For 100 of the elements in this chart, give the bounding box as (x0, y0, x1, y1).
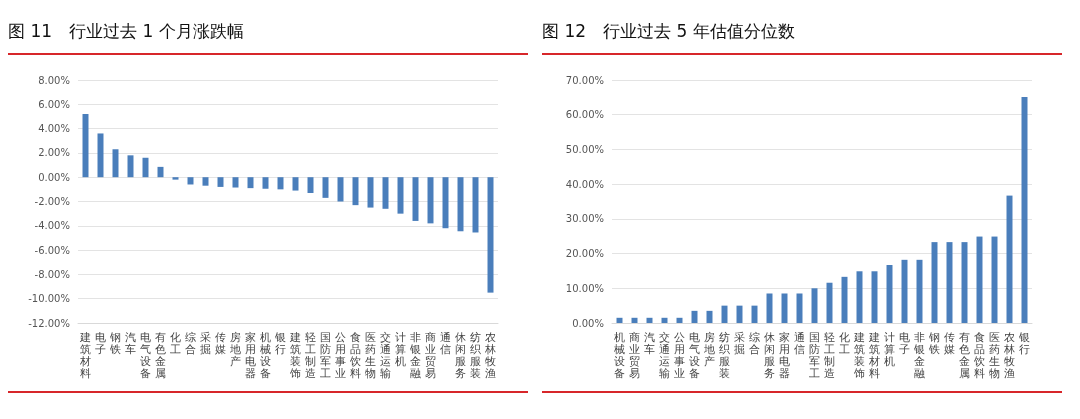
y-tick-label: 30.00% (565, 213, 604, 225)
bar (976, 236, 983, 323)
bar (721, 305, 728, 323)
x-tick-label: 电气设备 (689, 330, 700, 380)
x-tick-label: 公用事业 (674, 330, 685, 380)
x-tick-label: 公用事业 (335, 330, 346, 380)
x-tick-label: 轻工制造 (305, 330, 316, 380)
bar (811, 288, 818, 323)
x-tick-label: 纺织服装 (719, 330, 730, 380)
bar (706, 310, 713, 323)
y-tick-label: 0.00% (38, 171, 70, 183)
bar (157, 166, 164, 178)
x-tick-label: 钢铁 (928, 330, 940, 356)
x-tick-label: 纺织服装 (470, 330, 481, 380)
x-tick-label: 国防军工 (809, 330, 820, 380)
x-tick-label: 商业贸易 (425, 330, 436, 380)
y-tick-label: -2.00% (34, 196, 70, 207)
x-tick-label: 医药生物 (365, 330, 376, 380)
y-tick-label: -8.00% (34, 268, 70, 280)
x-tick-label: 通信 (794, 330, 805, 356)
bar (1006, 195, 1013, 323)
bar (931, 242, 938, 323)
bar (142, 157, 149, 178)
x-tick-label: 综合 (749, 330, 760, 356)
x-tick-label: 医药生物 (989, 330, 1000, 380)
x-tick-label: 电子 (95, 330, 106, 356)
x-tick-label: 商业贸易 (629, 330, 640, 380)
x-tick-label: 综合 (185, 330, 196, 356)
x-tick-label: 电气设备 (140, 330, 151, 380)
bar (487, 177, 494, 293)
x-tick-label: 机械设备 (260, 330, 271, 380)
y-tick-label: 70.00% (565, 74, 604, 86)
y-tick-label: 60.00% (565, 109, 604, 121)
x-tick-label: 计算机 (395, 330, 406, 368)
bar (352, 177, 359, 206)
x-tick-label: 汽车 (125, 330, 136, 356)
y-tick-label: 0.00% (572, 317, 604, 329)
bar (337, 177, 344, 202)
y-tick-label: 20.00% (565, 248, 604, 260)
bar (1021, 97, 1028, 323)
bar (766, 293, 773, 323)
bar (232, 177, 239, 188)
bar (277, 177, 284, 190)
x-tick-label: 农林牧渔 (1003, 330, 1015, 380)
bar (901, 259, 908, 323)
x-tick-label: 采掘 (200, 330, 211, 356)
x-tick-label: 计算机 (884, 330, 895, 368)
x-tick-label: 有色金属 (959, 330, 970, 380)
bar (202, 177, 209, 186)
y-tick-label: -6.00% (34, 244, 70, 256)
y-tick-label: 50.00% (565, 143, 604, 155)
x-tick-label: 传媒 (215, 330, 226, 356)
bar (946, 242, 953, 323)
bar (961, 242, 968, 323)
x-tick-label: 钢铁 (109, 330, 121, 356)
y-tick-label: 6.00% (38, 98, 70, 110)
bar (127, 155, 134, 178)
y-tick-label: 2.00% (38, 147, 70, 159)
bar (796, 293, 803, 323)
x-tick-label: 机械设备 (614, 330, 625, 380)
bar (442, 177, 449, 229)
x-tick-label: 房地产 (703, 330, 715, 368)
x-tick-label: 交通运输 (380, 330, 391, 380)
x-tick-label: 食品饮料 (973, 330, 985, 380)
bar (991, 236, 998, 323)
x-tick-label: 休闲服务 (455, 330, 466, 380)
bar (172, 177, 179, 180)
bar (736, 305, 743, 323)
x-tick-label: 国防军工 (320, 330, 331, 380)
bar (82, 114, 89, 178)
bar (247, 177, 254, 189)
bar (751, 305, 758, 323)
bar (886, 265, 893, 323)
x-tick-label: 轻工制造 (824, 330, 835, 380)
bar (631, 317, 638, 323)
bar (841, 276, 848, 323)
bar (262, 177, 269, 189)
y-tick-label: 8.00% (38, 74, 70, 86)
bar (292, 177, 299, 191)
bar (427, 177, 434, 224)
bar (676, 317, 683, 323)
x-tick-label: 家用电器 (779, 330, 790, 380)
x-tick-label: 化工 (839, 330, 850, 356)
bar (856, 271, 863, 323)
bar (397, 177, 404, 214)
bar (307, 177, 314, 193)
y-tick-label: -4.00% (34, 220, 70, 232)
bar (367, 177, 374, 208)
bar (916, 259, 923, 323)
x-tick-label: 交通运输 (659, 330, 670, 380)
x-tick-label: 食品饮料 (349, 330, 361, 380)
x-tick-label: 采掘 (734, 330, 745, 356)
bar (781, 293, 788, 323)
y-tick-label: -12.00% (28, 317, 70, 329)
bar (691, 310, 698, 323)
y-tick-label: 10.00% (565, 282, 604, 294)
y-tick-label: 4.00% (38, 123, 70, 135)
bar (826, 282, 833, 323)
x-tick-label: 化工 (170, 330, 181, 356)
x-tick-label: 非银金融 (409, 330, 421, 380)
